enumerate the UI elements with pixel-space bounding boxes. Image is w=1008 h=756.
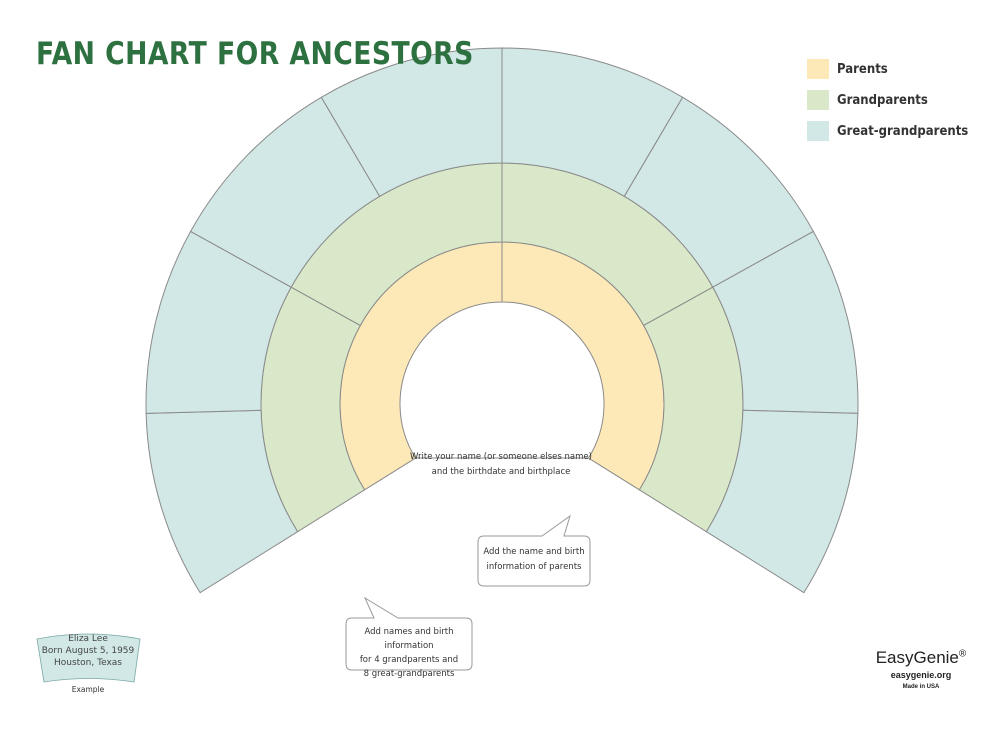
legend-item-parents: Parents xyxy=(807,58,983,80)
example-wedge xyxy=(36,633,141,683)
parents-callout-line-2: information of parents xyxy=(486,562,582,572)
registered-mark: ® xyxy=(958,648,967,660)
brand-made: Made in USA xyxy=(902,684,940,690)
fan-segment-great-grandparents-8[interactable] xyxy=(705,409,859,594)
brand-url: easygenie.org xyxy=(890,670,952,680)
legend: Parents Grandparents Great-grandparents xyxy=(807,58,983,151)
grandparents-callout-line-1: Add names and birth information xyxy=(364,627,454,651)
grandparents-callout-bubble xyxy=(345,596,473,671)
example-place: Houston, Texas xyxy=(53,658,122,668)
example-born: Born August 5, 1959 xyxy=(41,646,135,656)
example-name: Eliza Lee xyxy=(68,634,108,644)
brand: EasyGenie® easygenie.org Made in USA xyxy=(866,648,976,690)
center-callout-line-2: and the birthdate and birthplace xyxy=(431,467,571,477)
legend-item-great-grandparents: Great-grandparents xyxy=(807,120,983,142)
example-tag: Example xyxy=(71,685,105,694)
center-callout-line-1: Write your name (or someone elses name) xyxy=(410,452,592,462)
grandparents-callout-line-3: 8 great-grandparents xyxy=(363,669,455,679)
legend-swatch-great-grandparents xyxy=(807,121,829,141)
legend-label-parents: Parents xyxy=(837,61,888,77)
grandparents-callout-line-2: for 4 grandparents and xyxy=(359,655,459,665)
legend-label-grandparents: Grandparents xyxy=(837,92,928,108)
legend-swatch-grandparents xyxy=(807,90,829,110)
legend-label-great-grandparents: Great-grandparents xyxy=(837,123,969,139)
brand-name: EasyGenie® xyxy=(866,648,976,668)
example-entry: Eliza Lee Born August 5, 1959 Houston, T… xyxy=(36,633,140,669)
grandparents-callout: Add names and birth information for 4 gr… xyxy=(344,625,474,681)
legend-swatch-parents xyxy=(807,59,829,79)
parents-callout-bubble xyxy=(477,514,591,587)
brand-name-text: EasyGenie xyxy=(875,648,959,667)
parents-callout-line-1: Add the name and birth xyxy=(483,547,585,557)
legend-item-grandparents: Grandparents xyxy=(807,89,983,111)
center-callout: Write your name (or someone elses name) … xyxy=(410,450,592,480)
page-title: FAN CHART FOR ANCESTORS xyxy=(36,36,474,72)
parents-callout: Add the name and birth information of pa… xyxy=(478,545,590,575)
